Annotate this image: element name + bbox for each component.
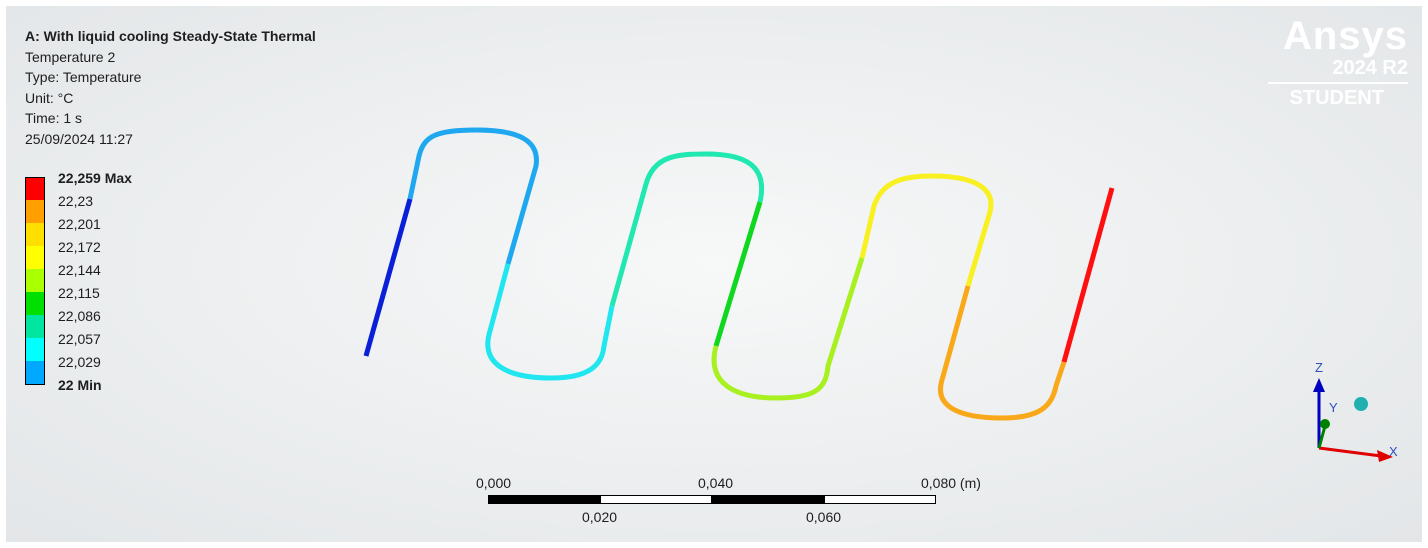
pipe-segment: [485, 263, 615, 381]
analysis-title: A: With liquid cooling Steady-State Ther…: [25, 28, 316, 44]
scale-segment: [488, 495, 600, 504]
scale-label-top: 0,040: [698, 475, 734, 491]
legend-swatch-7: [26, 338, 44, 361]
legend-label: 22,115: [58, 285, 100, 301]
legend-swatch-3: [26, 246, 44, 269]
pipe-segment: [859, 173, 994, 287]
triad-z-label: Z: [1315, 360, 1323, 375]
legend-min-label: 22 Min: [58, 377, 102, 393]
pipe-segment: [938, 285, 1067, 421]
legend-swatch-2: [26, 223, 44, 246]
legend-label: 22,057: [58, 331, 101, 347]
scale-label-top: 0,080 (m): [921, 475, 981, 491]
legend-swatch-1: [26, 200, 44, 223]
scale-segment: [824, 495, 936, 504]
pipe-segment-outlet: [1061, 187, 1115, 363]
graphics-viewport[interactable]: A: With liquid cooling Steady-State Ther…: [6, 6, 1422, 542]
scale-segment: [712, 495, 824, 504]
legend-color-bar: [25, 177, 45, 385]
legend-swatch-8: [26, 361, 44, 384]
legend-label: 22,144: [58, 262, 101, 278]
scale-bar: 0,000 0,040 0,080 (m) 0,020 0,060: [476, 473, 996, 533]
result-name: Temperature 2: [25, 48, 116, 65]
result-unit: Unit: °C: [25, 89, 74, 106]
result-type: Type: Temperature: [25, 69, 142, 85]
pipe-segment: [407, 127, 539, 265]
triad-x-label: X: [1389, 444, 1398, 459]
legend-label: 22,201: [58, 216, 101, 232]
legend-swatch-5: [26, 292, 44, 315]
scale-label-bottom: 0,020: [582, 509, 618, 525]
result-time: Time: 1 s: [25, 110, 83, 126]
logo-version: 2024 R2: [1268, 56, 1408, 84]
legend-swatch-4: [26, 269, 44, 292]
legend-label: 22,029: [58, 354, 101, 370]
triad-y-label: Y: [1329, 400, 1338, 415]
legend-label: 22,23: [58, 193, 94, 209]
legend-max-label: 22,259 Max: [58, 170, 132, 186]
result-info-panel: A: With liquid cooling Steady-State Ther…: [25, 26, 316, 149]
scale-label-top: 0,000: [476, 475, 512, 491]
legend-label: 22,172: [58, 239, 101, 255]
logo-brand: Ansys: [1282, 14, 1408, 58]
pipe-segment-inlet: [363, 198, 413, 357]
legend-swatch-6: [26, 315, 44, 338]
pipe-segment: [713, 201, 763, 347]
pipe-segment: [609, 151, 764, 307]
logo-edition: STUDENT: [1289, 87, 1384, 109]
result-timestamp: 25/09/2024 11:27: [25, 130, 133, 147]
triad-axes: [1313, 378, 1393, 462]
ansys-logo: Ansys 2024 R2 STUDENT: [1268, 16, 1408, 112]
legend-swatch-0: [26, 178, 44, 200]
legend-label: 22,086: [58, 308, 101, 324]
coordinate-triad[interactable]: Z Y X: [1291, 356, 1401, 466]
scale-segment: [600, 495, 712, 504]
pipe-segment: [711, 257, 865, 401]
scale-label-bottom: 0,060: [806, 509, 842, 525]
pipe-geometry[interactable]: [6, 6, 1422, 542]
